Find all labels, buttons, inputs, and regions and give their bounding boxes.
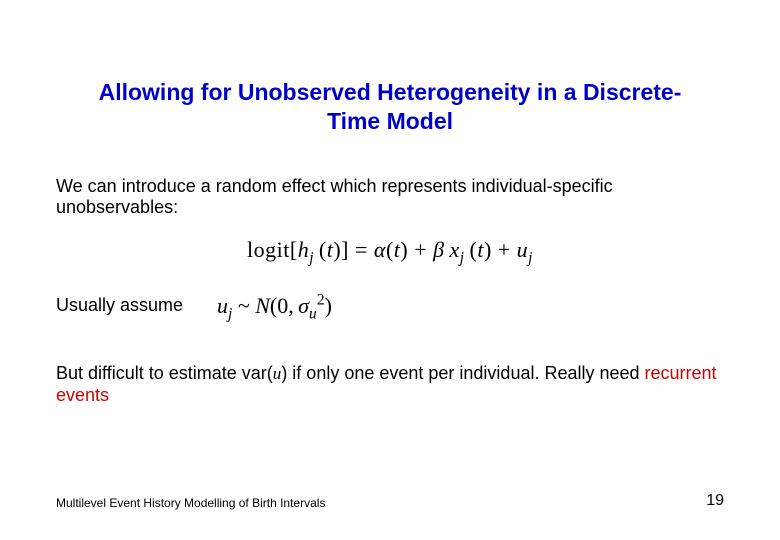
- formula-u: u: [517, 237, 529, 262]
- dist-tilde: ~: [238, 293, 250, 318]
- dist-u: u: [217, 293, 228, 318]
- formula-t3: t: [477, 237, 484, 262]
- formula-h-sub: j: [309, 250, 314, 267]
- difficult-prefix: But difficult to estimate var(: [56, 363, 273, 383]
- formula-beta: β: [433, 237, 444, 262]
- footer-text: Multilevel Event History Modelling of Bi…: [56, 496, 325, 510]
- logit-label: logit: [247, 237, 290, 262]
- slide: Allowing for Unobserved Heterogeneity in…: [0, 0, 780, 540]
- dist-sigma-sq: 2: [317, 292, 325, 309]
- dist-N: N: [255, 293, 270, 318]
- distribution-formula: uj ~ N(0, σu2): [217, 293, 332, 319]
- dist-zero: 0: [277, 293, 288, 318]
- page-number: 19: [706, 492, 724, 510]
- formula-alpha: α: [374, 237, 386, 262]
- dist-sigma: σ: [298, 293, 309, 318]
- dist-sigma-sub: u: [309, 306, 317, 323]
- difficult-suffix: ) if only one event per individual. Real…: [281, 363, 644, 383]
- assume-row: Usually assume uj ~ N(0, σu2): [56, 293, 724, 319]
- dist-u-sub: j: [228, 306, 232, 323]
- formula-content: logit[hj (t)] = α(t) + β xj (t) + uj: [247, 237, 533, 262]
- formula-t2: t: [394, 237, 401, 262]
- slide-title: Allowing for Unobserved Heterogeneity in…: [90, 78, 690, 136]
- formula-t1: t: [327, 237, 334, 262]
- difficult-text: But difficult to estimate var(u) if only…: [56, 363, 724, 407]
- intro-text: We can introduce a random effect which r…: [56, 176, 724, 220]
- formula-h: h: [298, 237, 310, 262]
- main-formula: logit[hj (t)] = α(t) + β xj (t) + uj: [56, 237, 724, 263]
- formula-x: x: [450, 237, 460, 262]
- formula-x-sub: j: [460, 250, 465, 267]
- assume-label: Usually assume: [56, 295, 183, 317]
- formula-u-sub: j: [528, 250, 533, 267]
